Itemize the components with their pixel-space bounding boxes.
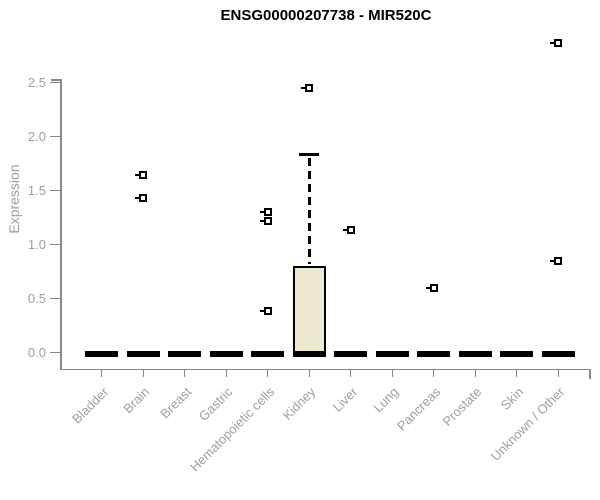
outlier-point	[301, 84, 314, 93]
median-bar	[500, 350, 534, 357]
outlier-point	[425, 283, 438, 292]
x-tick	[433, 369, 435, 377]
x-tick	[225, 369, 227, 377]
outlier-point	[259, 306, 272, 315]
y-tick-label: 1.0	[27, 237, 46, 253]
median-bar	[292, 350, 326, 357]
y-tick-label: 2.0	[27, 129, 46, 145]
x-tick	[308, 369, 310, 377]
y-tick-label: 0.5	[27, 291, 46, 307]
x-tick	[142, 369, 144, 377]
y-tick-label: 2.5	[27, 75, 46, 91]
x-axis-line	[60, 368, 590, 370]
y-axis-title: Expression	[6, 164, 22, 234]
median-bar	[458, 350, 492, 357]
x-axis-end-cap	[589, 368, 591, 379]
box-kidney	[292, 266, 326, 356]
y-tick	[50, 244, 60, 246]
median-bar	[168, 350, 202, 357]
x-tick	[516, 369, 518, 377]
y-axis-line	[60, 79, 62, 369]
outlier-point	[135, 170, 148, 179]
upper-whisker-cap	[299, 152, 320, 156]
outlier-point	[342, 225, 355, 234]
outlier-point	[259, 208, 272, 217]
outlier-point	[259, 216, 272, 225]
x-tick	[557, 369, 559, 377]
median-bar	[126, 350, 160, 357]
median-bar	[417, 350, 451, 357]
y-tick	[50, 352, 60, 354]
x-tick	[350, 369, 352, 377]
median-bar	[85, 350, 119, 357]
median-bar	[251, 350, 285, 357]
outlier-point	[550, 38, 563, 47]
upper-whisker	[307, 157, 311, 265]
median-bar	[334, 350, 368, 357]
median-bar	[209, 350, 243, 357]
outlier-point	[135, 194, 148, 203]
median-bar	[375, 350, 409, 357]
y-tick	[50, 190, 60, 192]
y-tick	[50, 298, 60, 300]
y-tick-label: 0.0	[27, 345, 46, 361]
x-tick	[474, 369, 476, 377]
x-tick	[184, 369, 186, 377]
outlier-point	[550, 256, 563, 265]
y-tick-label: 1.5	[27, 183, 46, 199]
y-axis-top-cap	[51, 79, 61, 81]
x-tick	[267, 369, 269, 377]
y-tick	[50, 82, 60, 84]
y-tick	[50, 136, 60, 138]
x-tick	[391, 369, 393, 377]
x-tick	[101, 369, 103, 377]
chart-title: ENSG00000207738 - MIR520C	[220, 7, 432, 24]
median-bar	[541, 350, 575, 357]
